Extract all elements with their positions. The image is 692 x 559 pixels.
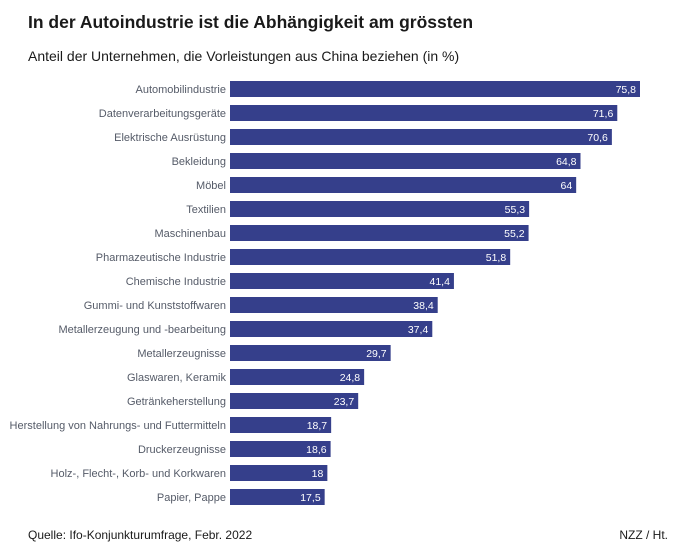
value-label: 24,8 bbox=[340, 372, 361, 384]
category-label: Elektrische Ausrüstung bbox=[114, 132, 226, 144]
bar bbox=[230, 129, 612, 145]
value-label: 70,6 bbox=[587, 132, 608, 144]
credit-note: NZZ / Ht. bbox=[619, 528, 668, 542]
bar bbox=[230, 153, 581, 169]
value-label: 55,2 bbox=[504, 228, 525, 240]
chart-subtitle: Anteil der Unternehmen, die Vorleistunge… bbox=[28, 48, 460, 64]
bar bbox=[230, 321, 433, 337]
category-label: Möbel bbox=[196, 180, 226, 192]
category-label: Holz-, Flecht-, Korb- und Korkwaren bbox=[51, 468, 226, 480]
bar bbox=[230, 441, 331, 457]
value-label: 75,8 bbox=[616, 84, 637, 96]
source-note: Quelle: Ifo-Konjunkturumfrage, Febr. 202… bbox=[28, 528, 253, 542]
bar bbox=[230, 369, 365, 385]
bar bbox=[230, 105, 618, 121]
value-label: 23,7 bbox=[334, 396, 355, 408]
value-label: 18,6 bbox=[306, 444, 327, 456]
bar bbox=[230, 345, 391, 361]
category-label: Metallerzeugung und -bearbeitung bbox=[58, 324, 226, 336]
value-label: 64,8 bbox=[556, 156, 577, 168]
value-label: 71,6 bbox=[593, 108, 614, 120]
category-label: Papier, Pappe bbox=[157, 492, 226, 504]
category-label: Metallerzeugnisse bbox=[137, 348, 226, 360]
category-label: Maschinenbau bbox=[154, 228, 226, 240]
bar bbox=[230, 297, 438, 313]
bar bbox=[230, 201, 530, 217]
category-label: Herstellung von Nahrungs- und Futtermitt… bbox=[10, 420, 226, 432]
bar bbox=[230, 489, 325, 505]
value-label: 64 bbox=[560, 180, 572, 192]
value-label: 17,5 bbox=[300, 492, 321, 504]
value-label: 55,3 bbox=[505, 204, 526, 216]
category-label: Bekleidung bbox=[172, 156, 226, 168]
bar bbox=[230, 81, 640, 97]
category-label: Datenverarbeitungsgeräte bbox=[99, 108, 226, 120]
value-label: 18 bbox=[312, 468, 324, 480]
category-label: Druckerzeugnisse bbox=[138, 444, 226, 456]
category-label: Gummi- und Kunststoffwaren bbox=[84, 300, 226, 312]
bar bbox=[230, 393, 359, 409]
bar bbox=[230, 225, 529, 241]
category-label: Glaswaren, Keramik bbox=[127, 372, 227, 384]
value-label: 41,4 bbox=[429, 276, 450, 288]
bar bbox=[230, 273, 454, 289]
value-label: 51,8 bbox=[486, 252, 507, 264]
category-label: Chemische Industrie bbox=[126, 276, 226, 288]
value-label: 29,7 bbox=[366, 348, 387, 360]
chart-title: In der Autoindustrie ist die Abhängigkei… bbox=[28, 12, 474, 32]
value-label: 18,7 bbox=[307, 420, 328, 432]
category-label: Pharmazeutische Industrie bbox=[96, 252, 226, 264]
value-label: 38,4 bbox=[413, 300, 434, 312]
category-label: Textilien bbox=[186, 204, 226, 216]
category-label: Automobilindustrie bbox=[136, 84, 227, 96]
bar bbox=[230, 177, 577, 193]
value-label: 37,4 bbox=[408, 324, 429, 336]
bar bbox=[230, 249, 511, 265]
category-label: Getränkeherstellung bbox=[127, 396, 226, 408]
bar bbox=[230, 417, 332, 433]
bar bbox=[230, 465, 328, 481]
